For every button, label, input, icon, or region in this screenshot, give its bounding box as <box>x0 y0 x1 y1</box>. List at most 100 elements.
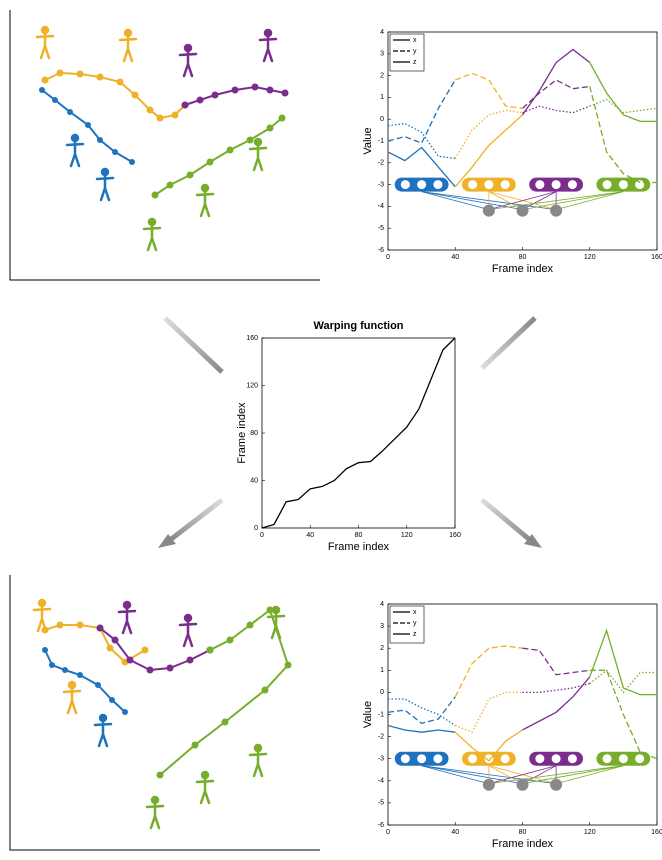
body <box>64 688 80 713</box>
series-line <box>523 106 590 113</box>
series-line <box>590 100 657 113</box>
cluster-dot <box>550 779 562 791</box>
segment-dot <box>501 180 510 189</box>
y-tick-label: 1 <box>380 94 384 101</box>
segment-dot <box>635 754 644 763</box>
segment-dot <box>552 754 561 763</box>
trajectory <box>155 118 282 195</box>
stick-figure <box>250 745 266 776</box>
segment-dot <box>484 180 493 189</box>
trajectory-dot <box>57 622 64 629</box>
trajectory-dot <box>49 662 55 668</box>
stick-figure <box>34 600 50 631</box>
y-tick-label: -1 <box>378 711 384 718</box>
x-tick-label: 0 <box>260 532 264 539</box>
trajectory-dot <box>67 109 73 115</box>
stick-figure <box>250 139 266 170</box>
trajectory-dot <box>107 645 114 652</box>
trajectory-dot <box>122 709 128 715</box>
trajectory-dot <box>232 87 239 94</box>
segment-dot <box>619 754 628 763</box>
x-tick-label: 120 <box>584 254 596 261</box>
segment-dot <box>468 754 477 763</box>
trajectory-dot <box>267 87 274 94</box>
x-axis-label: Frame index <box>492 838 554 850</box>
series-line <box>455 73 522 108</box>
cluster-dot <box>517 779 529 791</box>
y-tick-label: 0 <box>380 689 384 696</box>
trajectory-dot <box>52 97 58 103</box>
trajectory-dot <box>127 657 134 664</box>
x-tick-label: 80 <box>355 532 363 539</box>
body <box>119 608 135 633</box>
y-tick-label: 0 <box>254 525 258 532</box>
y-axis-label: Value <box>362 127 374 154</box>
legend: xyz <box>390 34 424 71</box>
trajectory-dot <box>252 84 259 91</box>
body <box>147 803 163 828</box>
panel-frame <box>10 10 320 280</box>
trajectory-dot <box>167 665 174 672</box>
y-tick-label: 2 <box>380 645 384 652</box>
segment-dot <box>552 180 561 189</box>
y-tick-label: 0 <box>380 116 384 123</box>
trajectory-dot <box>157 115 164 122</box>
trajectory-dot <box>182 102 189 109</box>
y-tick-label: 2 <box>380 72 384 79</box>
trajectory-dot <box>57 70 64 77</box>
trajectory-dot <box>279 115 286 122</box>
y-tick-label: -2 <box>378 733 384 740</box>
body <box>268 613 284 638</box>
y-tick-label: 40 <box>250 477 258 484</box>
trajectory-dot <box>267 125 274 132</box>
y-tick-label: 160 <box>246 335 258 342</box>
y-axis-label: Frame index <box>236 402 248 464</box>
chart: 04080120160-6-5-4-3-2-101234Frame indexV… <box>362 29 662 275</box>
x-tick-label: 0 <box>386 829 390 836</box>
x-tick-label: 80 <box>519 254 527 261</box>
series-line <box>455 110 522 158</box>
trajectory-dot <box>262 687 269 694</box>
trajectory-dot <box>187 172 194 179</box>
segment-link <box>523 192 624 210</box>
stick-figure <box>119 602 135 633</box>
stick-figure <box>180 615 196 646</box>
y-tick-label: 4 <box>380 29 384 36</box>
body <box>34 606 50 631</box>
trajectory-dot <box>207 647 214 654</box>
cluster-dot <box>483 779 495 791</box>
trajectory-panels <box>34 27 292 828</box>
y-tick-label: 4 <box>380 601 384 608</box>
x-tick-label: 0 <box>386 254 390 261</box>
chart-title: Warping function <box>313 320 403 332</box>
body <box>67 141 83 166</box>
stick-figure <box>120 30 136 61</box>
segment-dot <box>433 754 442 763</box>
arrow <box>482 318 535 368</box>
trajectory-dot <box>117 79 124 86</box>
trajectory-dot <box>77 672 83 678</box>
series-line <box>523 677 590 730</box>
cluster-dot <box>550 205 562 217</box>
segment-dot <box>468 180 477 189</box>
series-line <box>590 670 657 692</box>
stick-figure <box>37 27 53 58</box>
series-line <box>523 80 590 108</box>
body <box>95 721 111 746</box>
trajectory-dot <box>285 662 292 669</box>
x-axis-label: Frame index <box>492 263 554 275</box>
body <box>97 175 113 200</box>
trajectory-dot <box>227 637 234 644</box>
segment-dot <box>401 180 410 189</box>
y-tick-label: -3 <box>378 181 384 188</box>
cluster-dot <box>483 205 495 217</box>
segment-link <box>422 766 489 784</box>
stick-figure <box>144 219 160 250</box>
y-tick-label: -5 <box>378 800 384 807</box>
segment-dot <box>417 180 426 189</box>
series-line <box>590 670 657 758</box>
y-tick-label: 80 <box>250 430 258 437</box>
series-line <box>590 631 657 695</box>
y-tick-label: -4 <box>378 778 384 785</box>
trajectory-dot <box>247 137 254 144</box>
